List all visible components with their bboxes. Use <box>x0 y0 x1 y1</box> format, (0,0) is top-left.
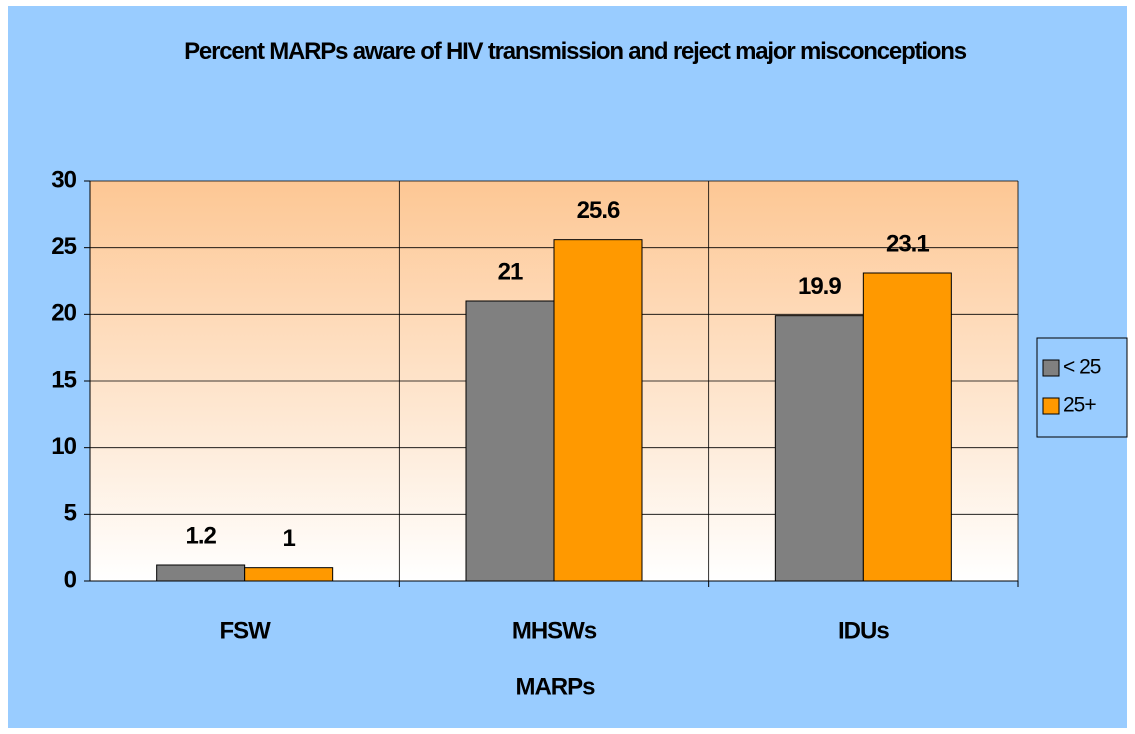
y-tick-label: 0 <box>64 566 77 593</box>
x-tick-label: MHSWs <box>512 617 597 644</box>
legend-box <box>1036 337 1128 438</box>
bar <box>553 239 643 582</box>
y-tick-label: 20 <box>51 300 76 327</box>
y-tick-label: 30 <box>51 166 76 193</box>
value-label: 23.1 <box>886 230 929 257</box>
bar <box>862 272 952 582</box>
value-label: 1.2 <box>185 522 216 549</box>
value-label: 25.6 <box>577 197 620 224</box>
legend-swatch <box>1042 397 1060 415</box>
y-tick-label: 15 <box>51 366 76 393</box>
value-label: 1 <box>282 525 295 552</box>
y-tick-label: 25 <box>51 233 76 260</box>
bar <box>244 567 334 582</box>
y-tick-label: 10 <box>51 433 76 460</box>
legend-swatch <box>1042 359 1060 377</box>
value-label: 19.9 <box>798 273 841 300</box>
legend-label: 25+ <box>1063 394 1096 417</box>
y-tick-label: 5 <box>64 500 77 527</box>
x-tick-label: FSW <box>220 617 272 644</box>
value-label: 21 <box>498 258 523 285</box>
bar <box>156 564 246 582</box>
x-tick-label: IDUs <box>838 617 889 644</box>
bar <box>774 315 864 582</box>
bar <box>465 300 555 582</box>
legend-label: < 25 <box>1063 356 1101 379</box>
x-axis-label: MARPs <box>515 673 595 700</box>
chart-title: Percent MARPs aware of HIV transmission … <box>184 38 967 65</box>
